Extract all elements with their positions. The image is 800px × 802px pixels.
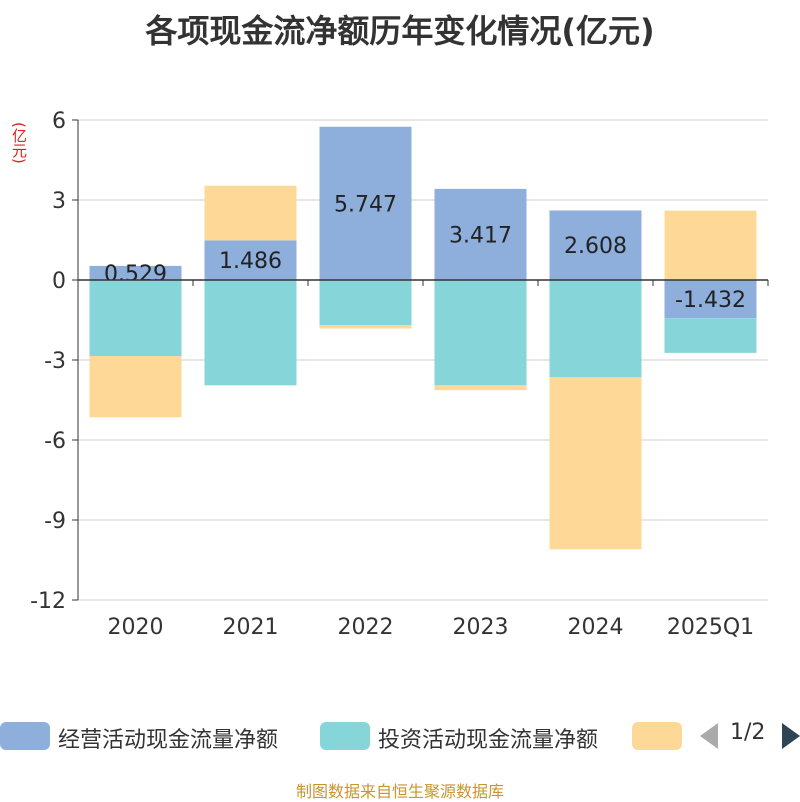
legend-swatch-operating bbox=[0, 722, 50, 750]
bar-series2-2024 bbox=[549, 377, 642, 550]
pager-prev-icon[interactable] bbox=[700, 723, 718, 749]
bar-series1-2023 bbox=[434, 280, 527, 386]
x-tick-label: 2023 bbox=[453, 615, 509, 640]
legend-swatch-financing bbox=[632, 722, 682, 750]
x-tick-label: 2021 bbox=[223, 615, 279, 640]
bar-series1-2021 bbox=[204, 280, 297, 386]
bar-series0-2025Q1 bbox=[664, 280, 757, 319]
y-tick-label: -3 bbox=[44, 349, 66, 374]
data-label-2022: 5.747 bbox=[334, 192, 397, 217]
bar-series1-2025Q1 bbox=[664, 318, 757, 353]
x-tick-label: 2025Q1 bbox=[667, 615, 754, 640]
bar-series0-2020 bbox=[89, 265, 182, 280]
y-tick-label: -6 bbox=[44, 429, 66, 454]
data-label-2024: 2.608 bbox=[564, 234, 627, 259]
bar-series2-2021 bbox=[204, 185, 297, 241]
bar-series2-2025Q1 bbox=[664, 210, 757, 280]
data-label-2021: 1.486 bbox=[219, 249, 282, 274]
y-tick-label: 3 bbox=[52, 189, 66, 214]
pager-text: 1/2 bbox=[730, 720, 766, 745]
y-tick-label: 6 bbox=[52, 109, 66, 134]
bar-series0-2021 bbox=[204, 240, 297, 280]
data-label-2023: 3.417 bbox=[449, 223, 512, 248]
chart-title: 各项现金流净额历年变化情况(亿元) bbox=[145, 12, 655, 50]
bar-series2-2020 bbox=[89, 356, 182, 418]
legend-label-operating: 经营活动现金流量净额 bbox=[58, 728, 279, 753]
legend-pager: 1/2 bbox=[700, 714, 800, 758]
y-tick-label: 0 bbox=[52, 269, 66, 294]
bar-series2-2023 bbox=[434, 385, 527, 391]
legend: 经营活动现金流量净额 投资活动现金流量净额 bbox=[0, 714, 800, 758]
bar-series0-2024 bbox=[549, 210, 642, 280]
bar-series1-2020 bbox=[89, 280, 182, 356]
x-tick-label: 2022 bbox=[338, 615, 394, 640]
bar-series0-2023 bbox=[434, 188, 527, 280]
x-tick-label: 2024 bbox=[568, 615, 624, 640]
y-axis-unit-label: (亿元) bbox=[10, 122, 28, 164]
legend-swatch-investing bbox=[320, 722, 370, 750]
bar-series0-2022 bbox=[319, 126, 412, 280]
y-tick-label: -9 bbox=[44, 509, 66, 534]
pager-next-icon[interactable] bbox=[782, 723, 800, 749]
data-label-2025Q1: -1.432 bbox=[675, 288, 746, 313]
bar-series1-2022 bbox=[319, 280, 412, 326]
legend-label-investing: 投资活动现金流量净额 bbox=[378, 728, 599, 753]
y-tick-label: -12 bbox=[30, 589, 66, 614]
x-tick-label: 2020 bbox=[108, 615, 164, 640]
bar-series2-2022 bbox=[319, 325, 412, 329]
source-note: 制图数据来自恒生聚源数据库 bbox=[295, 782, 504, 801]
bar-series1-2024 bbox=[549, 280, 642, 378]
